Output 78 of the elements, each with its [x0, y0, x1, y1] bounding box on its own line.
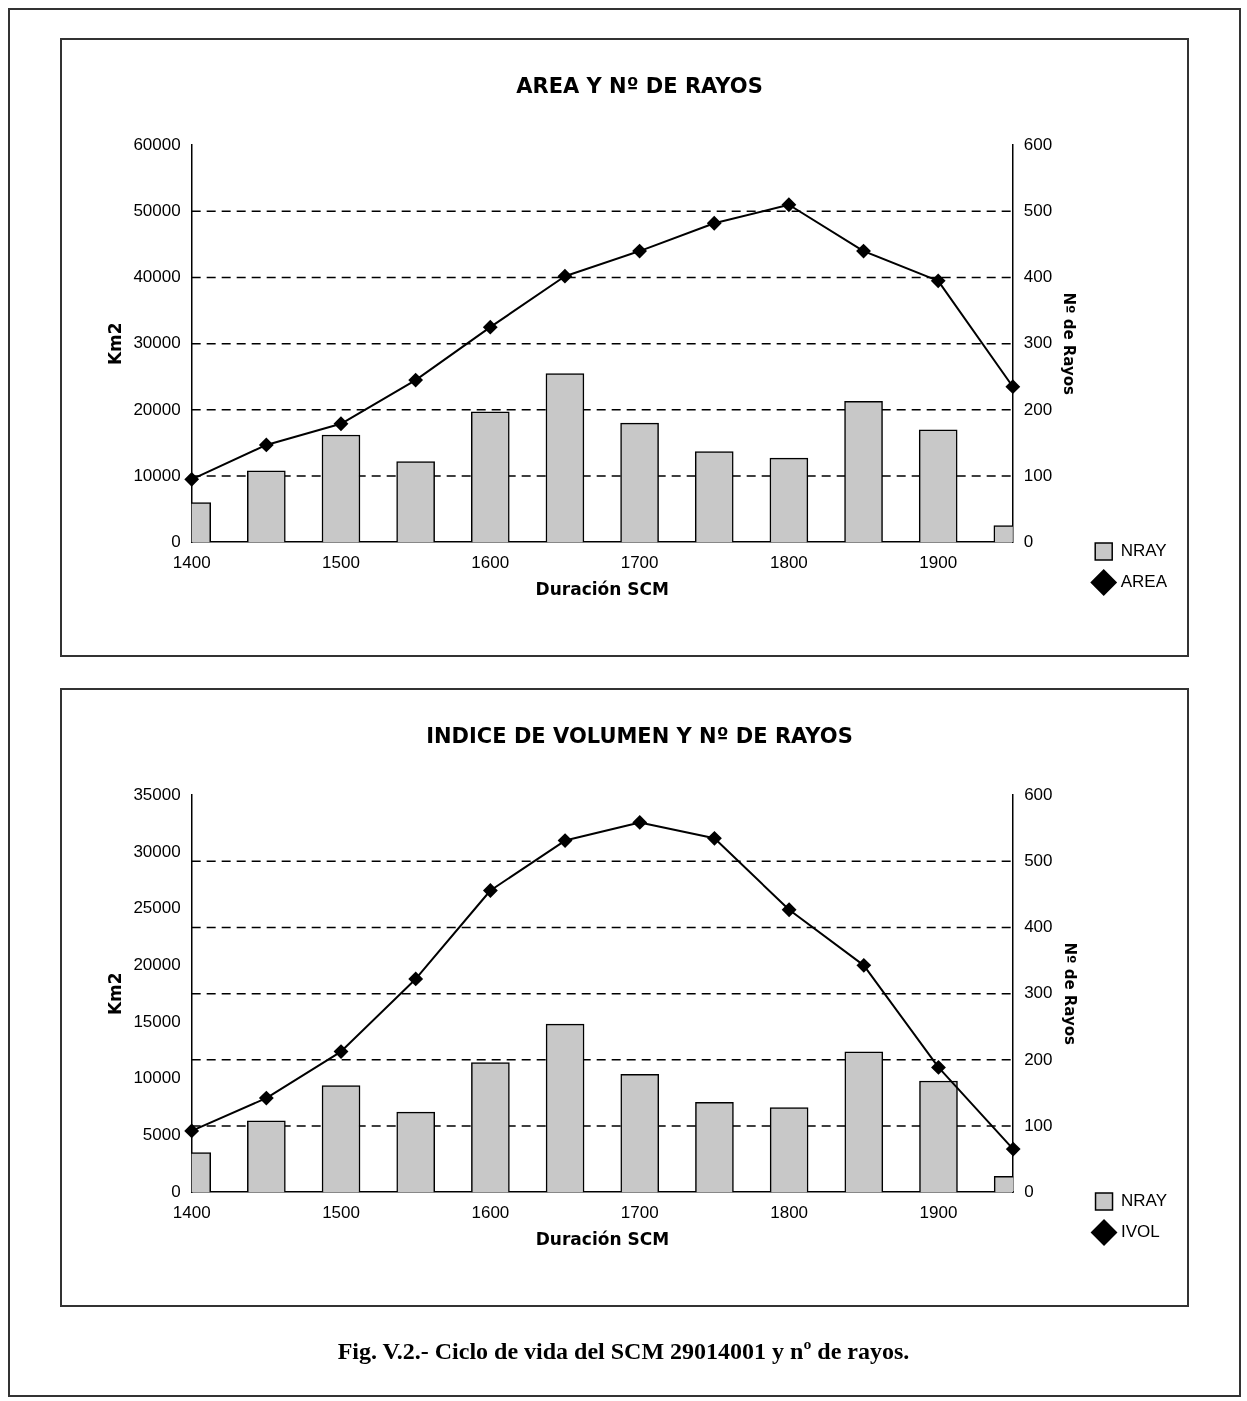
- y2-tick-label: 400: [1023, 267, 1053, 287]
- y2-tick-label: 0: [1023, 531, 1034, 551]
- chart-title: INDICE DE VOLUMEN Y Nº DE RAYOS: [426, 724, 853, 749]
- point: [184, 472, 199, 487]
- y2-tick-label: 600: [1023, 134, 1053, 154]
- y-tick-label: 10000: [133, 1068, 181, 1088]
- y-tick-label: 30000: [133, 841, 181, 861]
- point: [782, 902, 797, 917]
- text: Fig. V.2.- Ciclo de vida del SCM 29014001 y nº de rayos.: [336, 1338, 911, 1365]
- y2-tick-label: 500: [1024, 851, 1053, 871]
- point: [483, 883, 498, 898]
- point: [1005, 379, 1020, 394]
- point: [334, 1044, 349, 1059]
- y-axis-title: Km2: [104, 322, 125, 366]
- y-tick-label: 40000: [133, 267, 181, 287]
- point: [856, 958, 871, 973]
- legend-label: AREA: [1120, 572, 1168, 592]
- point: [632, 244, 647, 259]
- point: [781, 197, 796, 212]
- y-tick-label: 0: [171, 1181, 181, 1201]
- point: [483, 320, 498, 335]
- y2-tick-label: 100: [1023, 465, 1053, 485]
- legend-label: IVOL: [1121, 1222, 1160, 1242]
- y-tick-label: 0: [171, 531, 181, 551]
- x-tick-label: 1700: [620, 1203, 659, 1223]
- y2-tick-label: 100: [1024, 1115, 1053, 1135]
- y-axis-title: Km2: [104, 972, 125, 1016]
- point: [259, 1091, 274, 1106]
- legend-label: NRAY: [1121, 1191, 1168, 1211]
- y-tick-label: 10000: [133, 465, 181, 485]
- x-tick-label: 1500: [322, 1203, 360, 1223]
- x-axis-title: Duración SCM: [535, 579, 669, 600]
- y2-axis-title: Nº de Rayos: [1060, 292, 1079, 396]
- x-tick-label: 1400: [172, 1203, 211, 1223]
- point: [856, 244, 871, 259]
- point: [408, 971, 423, 986]
- x-tick-label: 1800: [769, 553, 808, 573]
- point: [632, 815, 647, 830]
- y2-tick-label: 300: [1023, 333, 1053, 353]
- x-tick-label: 1500: [322, 553, 360, 573]
- y-tick-label: 35000: [133, 784, 181, 804]
- y-tick-label: 20000: [133, 399, 181, 419]
- y-tick-label: 60000: [133, 134, 181, 154]
- x-tick-label: 1600: [471, 1203, 510, 1223]
- x-tick-label: 1900: [919, 1203, 958, 1223]
- y2-tick-label: 0: [1024, 1181, 1034, 1201]
- legend-label: NRAY: [1120, 541, 1167, 561]
- x-tick-label: 1800: [770, 1203, 809, 1223]
- point: [259, 437, 274, 452]
- y2-tick-label: 500: [1023, 201, 1053, 221]
- y2-tick-label: 400: [1024, 917, 1053, 937]
- y-tick-label: 25000: [133, 898, 181, 918]
- point: [707, 831, 722, 846]
- point: [931, 1060, 946, 1075]
- y2-tick-label: 200: [1024, 1049, 1053, 1069]
- point: [408, 373, 423, 388]
- point: [184, 1123, 199, 1138]
- y-tick-label: 15000: [133, 1011, 181, 1031]
- point: [1006, 1142, 1021, 1157]
- point: [558, 833, 573, 848]
- y2-tick-label: 200: [1023, 399, 1053, 419]
- y2-axis-title: Nº de Rayos: [1060, 942, 1079, 1046]
- y-tick-label: 20000: [133, 955, 181, 975]
- x-tick-label: 1900: [919, 553, 958, 573]
- chart-title: AREA Y Nº DE RAYOS: [516, 74, 763, 99]
- y-tick-label: 5000: [142, 1125, 181, 1145]
- x-tick-label: 1400: [172, 553, 211, 573]
- y-tick-label: 50000: [133, 201, 181, 221]
- x-tick-label: 1700: [620, 553, 659, 573]
- y2-tick-label: 600: [1024, 784, 1053, 804]
- x-axis-title: Duración SCM: [535, 1229, 670, 1250]
- point: [557, 269, 572, 284]
- point: [333, 416, 348, 431]
- point: [931, 273, 946, 288]
- y2-tick-label: 300: [1024, 983, 1053, 1003]
- x-tick-label: 1600: [471, 553, 510, 573]
- y-tick-label: 30000: [133, 333, 181, 353]
- point: [707, 216, 722, 231]
